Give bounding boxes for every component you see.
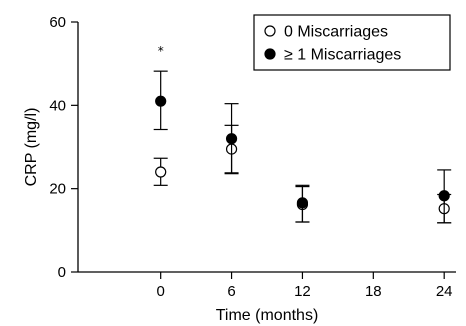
data-marks (153, 70, 452, 224)
y-tick-label: 0 (58, 264, 66, 281)
x-axis-label: Time (months) (216, 307, 319, 324)
legend-label-1-plus-miscarriages: ≥ 1 Miscarriages (284, 47, 401, 64)
data-point (153, 70, 168, 131)
y-tick-label: 40 (49, 97, 66, 114)
filled-circle-marker (438, 190, 450, 202)
y-tick-label: 60 (49, 14, 66, 31)
significance-marker: * (158, 44, 164, 58)
data-point (295, 184, 310, 223)
legend: 0 Miscarriages ≥ 1 Miscarriages (253, 14, 451, 71)
y-axis-label: CRP (mg/l) (23, 108, 40, 187)
x-tick-label: 0 (157, 283, 165, 300)
annotation-group: * (158, 44, 164, 58)
filled-circle-marker (225, 133, 238, 145)
legend-box (253, 14, 451, 71)
x-tick-label: 18 (365, 283, 382, 300)
x-tick-label: 12 (294, 283, 311, 300)
data-point (224, 103, 239, 175)
y-tick-label: 20 (49, 181, 66, 198)
legend-marker-filled-circle (264, 48, 276, 60)
data-point (437, 169, 452, 224)
tick-group: 0 20 40 60 0 6 12 18 24 (49, 14, 452, 300)
filled-circle-marker (155, 95, 167, 107)
x-tick-label: 6 (227, 283, 235, 300)
filled-circle-marker (296, 197, 309, 209)
legend-marker-open-circle (264, 25, 276, 37)
open-circle-marker (155, 166, 167, 178)
x-tick-label: 24 (436, 283, 453, 300)
legend-label-0-miscarriages: 0 Miscarriages (284, 24, 388, 41)
data-point (153, 157, 168, 186)
